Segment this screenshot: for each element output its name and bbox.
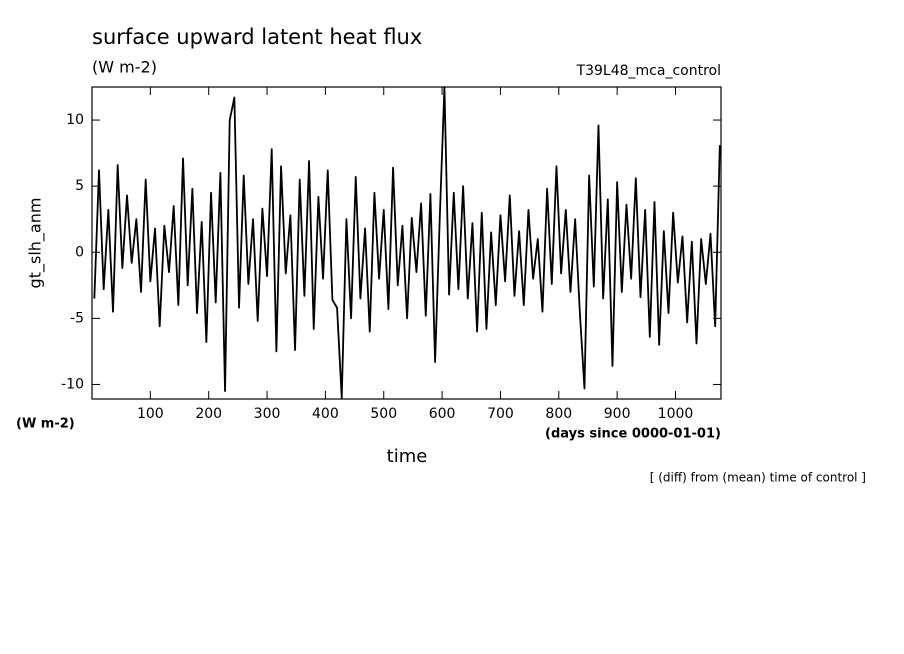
y-tick-label: -5 — [70, 310, 84, 326]
y-axis-label: gt_slh_anm — [26, 198, 46, 289]
chart-title: surface upward latent heat flux — [92, 25, 422, 49]
x-tick-label: 600 — [429, 406, 456, 422]
x-tick-label: 100 — [137, 406, 164, 422]
x-tick-label: 700 — [487, 406, 514, 422]
y-tick-label: 0 — [75, 244, 84, 260]
run-label: T39L48_mca_control — [576, 63, 721, 79]
x-tick-label: 300 — [254, 406, 281, 422]
y-tick-label: 5 — [75, 178, 84, 194]
data-line — [93, 86, 721, 399]
x-tick-label: 1000 — [658, 406, 694, 422]
y-units: (W m-2) — [16, 417, 75, 432]
x-tick-label: 400 — [312, 406, 339, 422]
x-tick-label: 800 — [545, 406, 572, 422]
x-axis-label: time — [387, 446, 428, 467]
y-tick-label: -10 — [61, 376, 84, 392]
x-units: (days since 0000-01-01) — [545, 427, 721, 442]
x-tick-label: 500 — [370, 406, 397, 422]
y-tick-label: 10 — [66, 112, 84, 128]
x-tick-label: 200 — [195, 406, 222, 422]
plot-frame — [91, 86, 722, 400]
x-tick-label: 900 — [604, 406, 631, 422]
subtitle: (W m-2) — [92, 58, 157, 77]
annotation: [ (diff) from (mean) time of control ] — [650, 471, 866, 485]
